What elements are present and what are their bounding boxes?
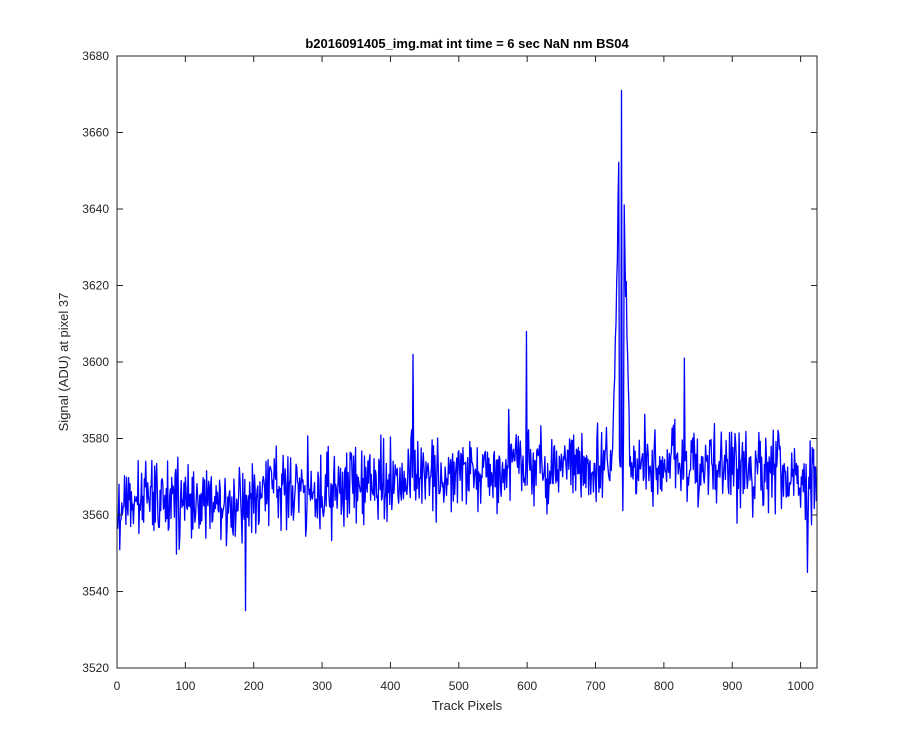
x-tick-label: 100 — [175, 679, 195, 693]
y-tick-label: 3540 — [82, 585, 109, 599]
y-tick-label: 3660 — [82, 126, 109, 140]
data-layer — [117, 89, 818, 612]
plot-area — [117, 56, 817, 668]
x-axis-label: Track Pixels — [432, 698, 503, 713]
y-tick-label: 3560 — [82, 508, 109, 522]
x-tick-label: 400 — [380, 679, 400, 693]
x-tick-label: 1000 — [787, 679, 814, 693]
x-tick-label: 700 — [586, 679, 606, 693]
signal-series-line — [117, 89, 818, 612]
y-tick-label: 3620 — [82, 279, 109, 293]
y-tick-label: 3580 — [82, 432, 109, 446]
chart-title: b2016091405_img.mat int time = 6 sec NaN… — [305, 36, 629, 51]
y-tick-label: 3640 — [82, 202, 109, 216]
x-axis: 0 100 200 300 400 500 600 700 800 900 1000 — [114, 56, 814, 693]
x-tick-label: 800 — [654, 679, 674, 693]
y-axis: 3520 3540 3560 3580 3600 3620 3640 3660 3680 — [82, 49, 817, 675]
x-tick-label: 600 — [517, 679, 537, 693]
x-tick-label: 200 — [244, 679, 264, 693]
y-tick-label: 3600 — [82, 355, 109, 369]
y-tick-label: 3680 — [82, 49, 109, 63]
x-tick-label: 300 — [312, 679, 332, 693]
x-tick-label: 500 — [449, 679, 469, 693]
y-tick-label: 3520 — [82, 661, 109, 675]
x-tick-label: 0 — [114, 679, 121, 693]
y-axis-label: Signal (ADU) at pixel 37 — [56, 293, 71, 432]
x-tick-label: 900 — [722, 679, 742, 693]
